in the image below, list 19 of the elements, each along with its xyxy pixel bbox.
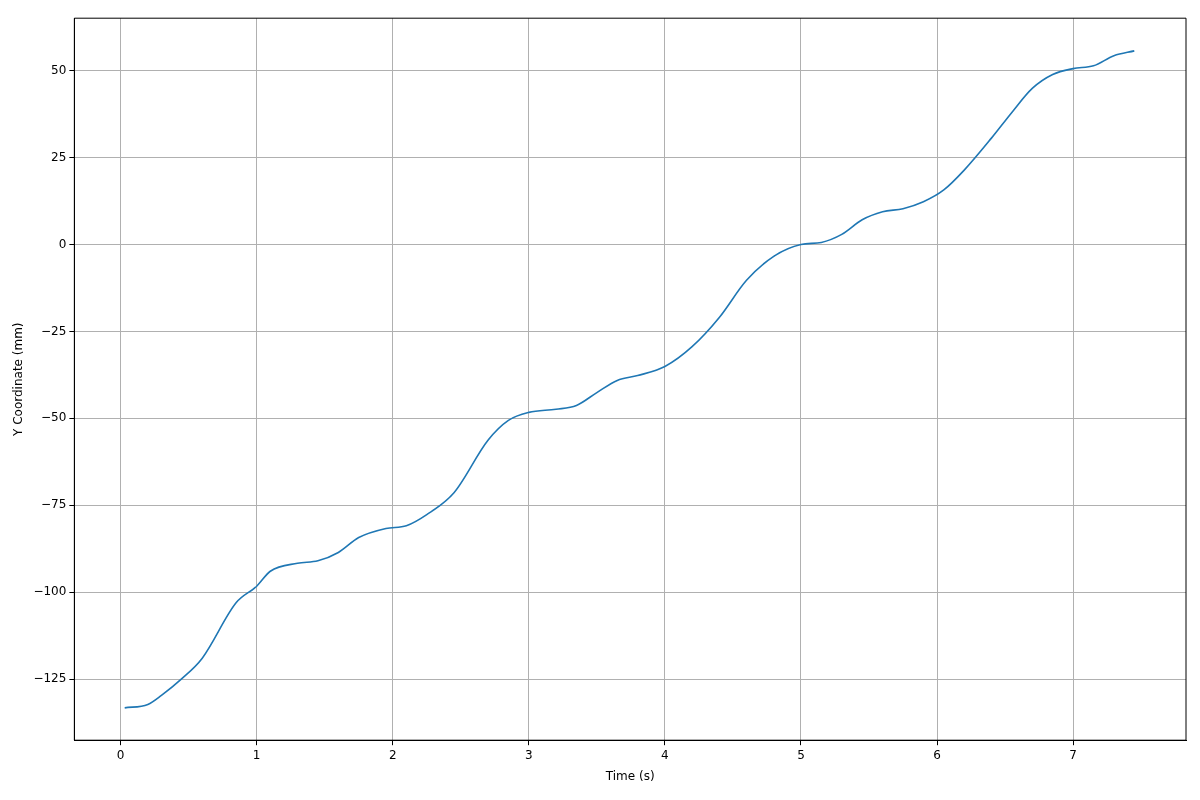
y-tick-label: 50 [51, 62, 67, 77]
x-axis-title: Time (s) [604, 768, 655, 783]
x-tick-label: 5 [797, 747, 805, 762]
y-tick-label: −50 [41, 410, 67, 425]
y-tick-label: −125 [33, 671, 67, 686]
line-series [123, 50, 1136, 709]
y-axis-title: Y Coordinate (mm) [11, 322, 26, 437]
y-tick-label: −75 [41, 497, 67, 512]
x-tick-label: 6 [933, 747, 941, 762]
y-tick-label: −25 [41, 323, 67, 338]
x-tick-label: 0 [116, 747, 125, 762]
y-tick-label: 25 [51, 149, 67, 164]
y-tick-label: 0 [58, 236, 67, 251]
x-tick-label: 4 [661, 747, 669, 762]
x-tick-label: 2 [388, 747, 397, 762]
x-tick-label: 7 [1069, 747, 1077, 762]
x-tick-label: 1 [252, 747, 261, 762]
y-tick-label: −100 [33, 584, 67, 599]
x-tick-label: 3 [524, 747, 533, 762]
